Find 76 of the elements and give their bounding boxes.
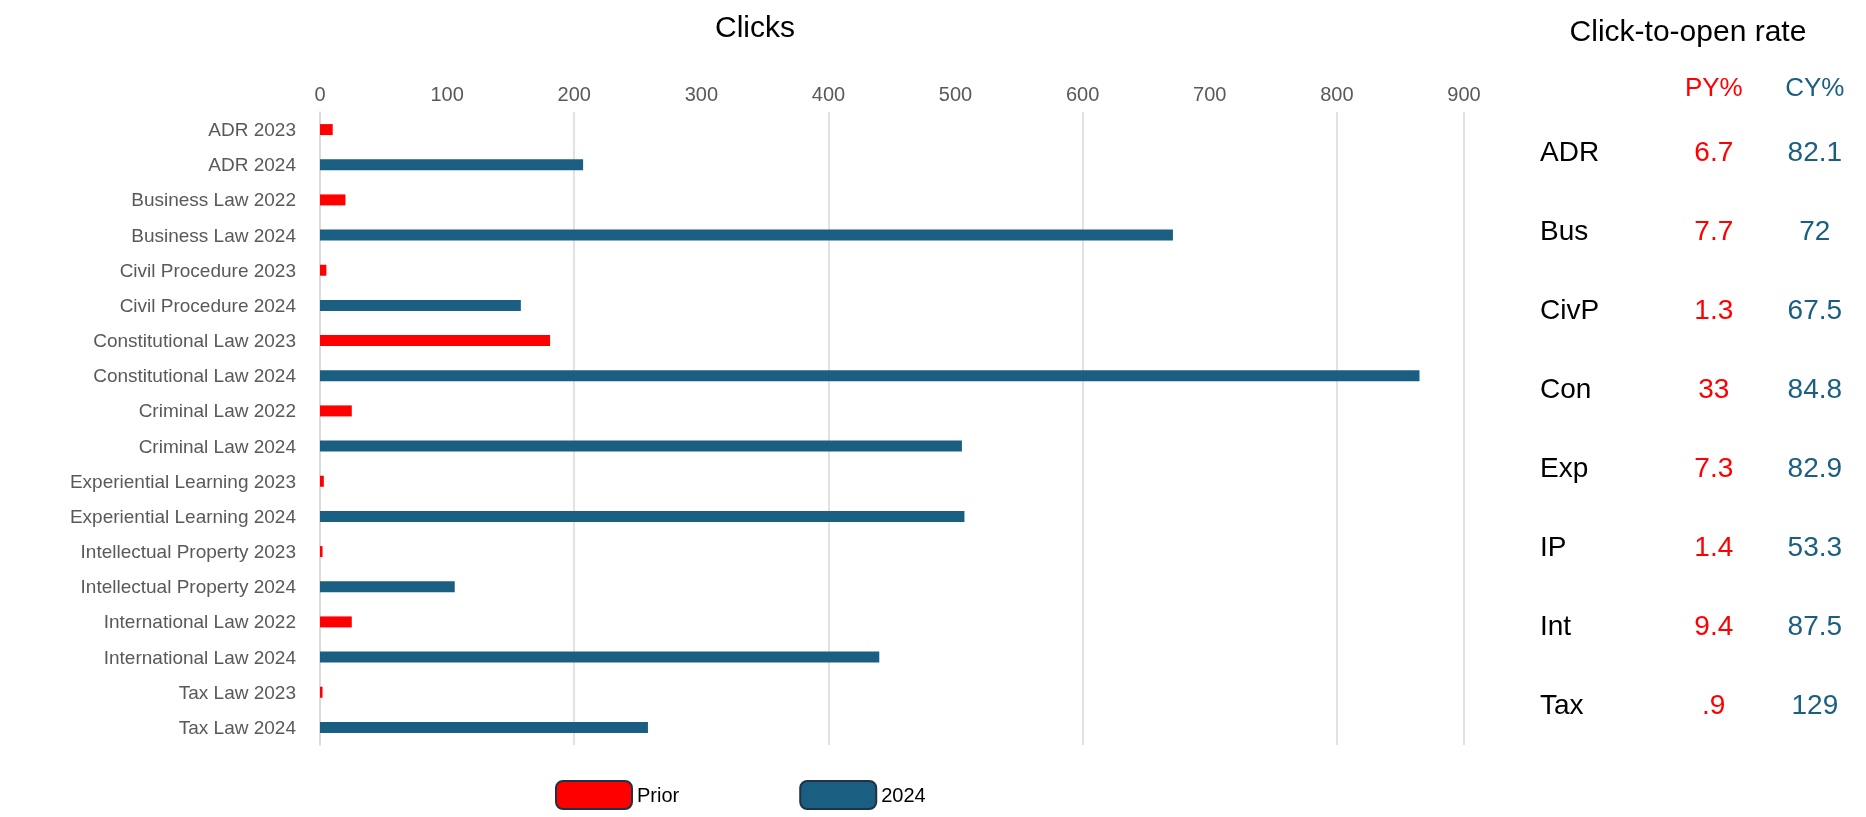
data-label: 129 [1790,687,1840,722]
legend-label: CY% [1784,70,1846,104]
y-tick-label: Intellectual Property 2023 [80,541,296,563]
x-tick-label: 100 [430,83,464,105]
data-label: 1.4 [1693,529,1735,564]
bar [320,581,455,593]
data-label: .9 [1701,687,1727,722]
data-label: 53.3 [1786,529,1844,564]
category-label: Int [1539,608,1573,643]
y-tick-label: Criminal Law 2024 [138,435,297,457]
category-label: Bus [1539,213,1590,248]
legend-label: PY% [1683,70,1744,104]
bar [320,405,352,417]
bar [320,616,352,628]
category-label: Tax [1539,687,1585,722]
category-label: Exp [1539,450,1590,485]
x-tick-label: 600 [1065,83,1100,105]
legend-label: Prior [637,784,680,806]
x-tick-label: 900 [1447,83,1481,105]
y-tick-label: Intellectual Property 2024 [80,576,297,598]
data-label: 7.7 [1693,213,1735,248]
bar [320,686,323,698]
y-tick-label: Constitutional Law 2024 [93,365,297,387]
bar [320,721,648,733]
bar [320,229,1173,241]
bar [320,546,323,558]
y-tick-label: Business Law 2022 [131,189,296,211]
data-label: 82.1 [1786,134,1844,169]
y-tick-label: ADR 2023 [208,119,296,141]
bar [320,264,327,276]
data-label: 67.5 [1786,292,1844,327]
category-label: Con [1539,371,1593,406]
y-tick-label: Criminal Law 2022 [138,400,296,422]
x-tick-label: 300 [684,83,719,105]
data-label: 87.5 [1786,608,1844,643]
bar [320,510,965,522]
y-tick-label: Experiential Learning 2023 [69,470,296,492]
data-label: 82.9 [1786,450,1844,485]
bar [320,299,521,311]
y-tick-label: ADR 2024 [208,154,297,176]
data-label: 1.3 [1693,292,1735,327]
bar [320,440,962,452]
bar [320,159,584,171]
x-tick-label: 0 [314,83,326,105]
y-tick-label: Tax Law 2024 [178,716,297,738]
data-label: 9.4 [1693,608,1735,643]
y-tick-label: Tax Law 2023 [178,681,296,703]
data-label: 33 [1697,371,1731,406]
x-tick-label: 200 [557,83,591,105]
x-tick-label: 400 [811,83,846,105]
x-tick-label: 500 [938,83,973,105]
chart-title: Clicks [715,9,795,43]
y-tick-label: Constitutional Law 2023 [93,330,296,352]
y-tick-label: Civil Procedure 2023 [119,259,296,281]
category-label: IP [1539,529,1568,564]
bar [320,335,551,347]
bar [320,370,1420,382]
y-tick-label: Experiential Learning 2024 [69,505,297,527]
data-label: 6.7 [1693,134,1735,169]
data-label: 7.3 [1693,450,1735,485]
y-tick-label: International Law 2022 [103,611,296,633]
y-tick-label: Civil Procedure 2024 [119,294,297,316]
data-label: 72 [1798,213,1832,248]
data-label: 84.8 [1786,371,1844,406]
y-tick-label: Business Law 2024 [131,224,297,246]
y-tick-label: International Law 2024 [103,646,297,668]
bar [320,475,324,487]
x-tick-label: 700 [1193,83,1227,105]
category-label: CivP [1539,292,1601,327]
bar [320,194,346,206]
bar [320,124,333,136]
category-label: ADR [1539,134,1601,169]
legend-label: 2024 [881,784,926,806]
bar [320,651,880,663]
text: Click-to-open rate [1568,14,1808,48]
x-tick-label: 800 [1320,83,1354,105]
